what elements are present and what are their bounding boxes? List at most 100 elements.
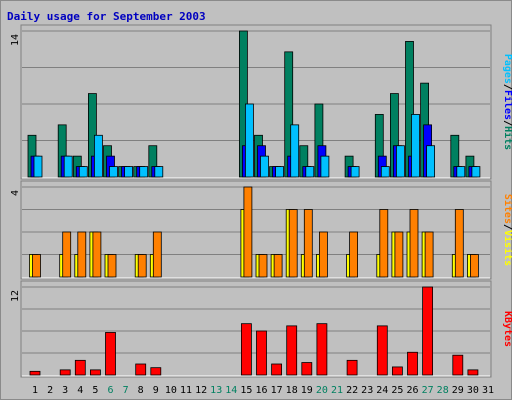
bar-pages-day-15 [244,103,254,178]
day-label-13: 13 [210,385,222,396]
bar-kbytes-day-5 [90,369,101,376]
day-label-16: 16 [255,385,267,396]
bar-kbytes-day-17 [271,363,283,376]
chart-title: Daily usage for September 2003 [7,10,206,23]
day-label-29: 29 [452,385,464,396]
bar-kbytes-day-9 [150,367,162,376]
bar-sites-day-26 [409,209,419,278]
bar-kbytes-day-6 [105,332,116,376]
bar-pages-day-20 [320,155,330,178]
legend-segment: Files [502,90,512,120]
bar-kbytes-day-26 [407,351,418,376]
bar-sites-day-6 [107,254,117,278]
bar-pages-day-27 [426,145,436,178]
bar-kbytes-day-25 [391,366,403,376]
bar-sites-day-1 [32,254,41,278]
day-label-4: 4 [77,385,83,396]
legend-segment: / [502,224,512,230]
day-label-1: 1 [32,385,38,396]
bar-sites-day-8 [137,254,147,278]
day-label-28: 28 [437,385,449,396]
bar-kbytes-day-30 [467,369,479,376]
day-label-31: 31 [482,385,494,396]
side-legend: KBytes [502,311,512,347]
bar-kbytes-day-1 [29,370,41,376]
day-label-6: 6 [107,385,113,396]
bar-pages-day-22 [350,166,360,178]
day-label-19: 19 [301,385,313,396]
bar-pages-day-16 [260,155,269,178]
day-label-8: 8 [138,385,144,396]
bar-sites-day-20 [318,231,328,278]
day-label-21: 21 [331,385,343,396]
bar-sites-day-27 [424,231,434,278]
day-label-11: 11 [180,385,192,396]
side-legend: Sites/Visits [502,194,512,266]
bar-pages-day-1 [33,155,43,178]
day-label-27: 27 [422,385,434,396]
bar-sites-day-3 [62,231,72,278]
bar-kbytes-day-22 [346,359,358,376]
day-label-2: 2 [47,385,53,396]
bar-sites-day-15 [243,186,253,278]
bar-pages-day-30 [471,166,481,178]
legend-segment: KBytes [502,311,512,347]
legend-segment: / [502,84,512,90]
bar-pages-day-18 [290,124,300,178]
bar-pages-day-25 [395,145,405,178]
bar-kbytes-day-18 [286,325,298,376]
side-legend: Pages/Files/Hits [502,54,512,150]
bar-sites-day-19 [303,209,313,278]
bar-pages-day-26 [411,114,420,178]
bar-kbytes-day-20 [316,323,328,376]
day-tick-labels: 1 2 3 4 5 6 7 8 9 10 11 12 13 14 15 16 17 18 19 20 21 22 23 24 2… [32,385,494,396]
bar-sites-day-5 [92,231,102,278]
legend-segment: Sites [502,194,512,224]
bar-sites-day-24 [379,209,389,278]
day-label-14: 14 [225,385,237,396]
day-label-17: 17 [271,385,283,396]
bar-pages-day-17 [275,166,285,178]
bar-pages-day-3 [63,155,73,178]
bar-kbytes-day-3 [59,369,71,376]
bar-kbytes-day-8 [135,363,147,376]
bar-sites-day-29 [454,209,464,278]
day-label-30: 30 [467,385,479,396]
bar-pages-day-24 [380,166,390,178]
bar-kbytes-day-29 [452,354,464,376]
panel-visits-sites: 4 Sites/Visits [10,180,512,280]
bar-kbytes-day-24 [376,325,388,376]
bar-sites-day-16 [258,254,268,278]
bar-pages-day-19 [305,166,315,178]
day-label-3: 3 [62,385,68,396]
bar-sites-day-30 [469,254,479,278]
y-max-label: 4 [10,190,21,196]
bar-sites-day-22 [349,231,359,278]
bar-kbytes-day-19 [301,362,313,376]
panel-border [20,280,492,378]
bar-sites-day-9 [152,231,162,278]
bar-pages-day-8 [139,166,149,178]
day-label-12: 12 [195,385,207,396]
bar-sites-day-17 [273,254,283,278]
day-label-9: 9 [153,385,159,396]
day-label-20: 20 [316,385,328,396]
bar-kbytes-day-16 [256,330,267,376]
bar-pages-day-6 [109,166,118,178]
day-label-25: 25 [391,385,403,396]
day-label-7: 7 [123,385,129,396]
bar-pages-day-7 [124,166,133,178]
day-label-24: 24 [376,385,388,396]
panel-kbytes: 12 KBytes [10,280,512,378]
day-label-26: 26 [406,385,418,396]
bar-pages-day-4 [78,166,88,178]
bar-pages-day-29 [456,166,466,178]
bar-pages-day-9 [154,166,164,178]
day-label-10: 10 [165,385,177,396]
y-max-label: 12 [10,290,21,302]
bar-sites-day-25 [394,231,404,278]
